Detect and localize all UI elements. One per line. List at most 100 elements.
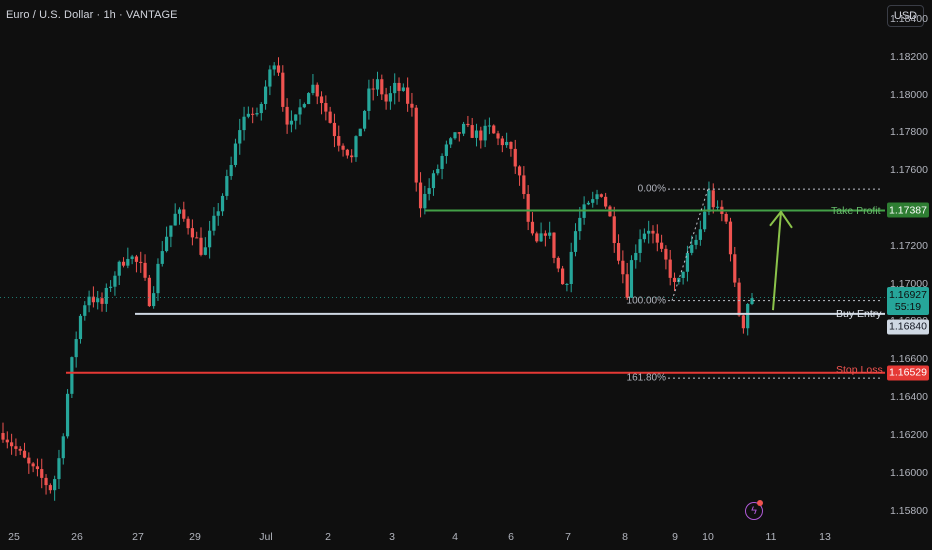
candle-body [354, 136, 358, 158]
candle-body [70, 357, 74, 394]
candle-body [276, 65, 281, 73]
price-tick-label: 1.17200 [890, 239, 928, 252]
candle-body [10, 442, 14, 447]
candle-body [104, 287, 108, 304]
candle-body [139, 261, 143, 263]
candle-body [526, 194, 530, 222]
candle-body [694, 239, 698, 245]
candle-body [134, 256, 139, 262]
candle-body [22, 450, 27, 458]
price-tick-label: 1.16000 [890, 466, 928, 479]
buy-entry-price-tag: 1.16840 [887, 319, 929, 335]
candle-body [496, 133, 500, 139]
price-tick-label: 1.17800 [890, 126, 928, 139]
candle-body [578, 217, 582, 232]
candle-body [169, 225, 173, 237]
time-tick-label: 2 [325, 531, 331, 543]
price-tick-label: 1.16400 [890, 391, 928, 404]
candle-body [638, 239, 642, 253]
candle-body [345, 149, 349, 156]
candle-body [509, 141, 513, 149]
candle-body [199, 237, 203, 255]
notification-dot [757, 500, 763, 506]
candle-body [57, 458, 61, 480]
candle-body [337, 136, 341, 146]
candle-body [724, 213, 728, 222]
symbol-title[interactable]: Euro / U.S. Dollar · 1h · VANTAGE [6, 9, 178, 21]
candle-body [220, 195, 225, 212]
take-profit-label: Take Profit [831, 205, 881, 217]
candle-body [552, 232, 556, 258]
candle-body [737, 282, 741, 316]
candle-body [27, 457, 31, 464]
candle-body [44, 477, 48, 486]
time-tick-label: 9 [672, 531, 678, 543]
candle-body [595, 194, 599, 200]
candle-body [164, 236, 169, 252]
candle-body [367, 88, 371, 111]
candle-body [53, 479, 57, 491]
candle-body [87, 296, 91, 306]
candle-body [569, 251, 573, 284]
candle-body [319, 96, 324, 104]
time-tick-label: 8 [622, 531, 628, 543]
candle-body [182, 209, 186, 219]
lightning-icon[interactable]: ϟ [745, 502, 763, 520]
candle-body [74, 339, 78, 358]
time-tick-label: 6 [508, 531, 514, 543]
candle-body [479, 130, 483, 141]
candle-body [147, 277, 151, 307]
candle-body [487, 125, 492, 127]
candle-body [130, 256, 134, 259]
candle-body [100, 298, 104, 304]
candle-body [625, 274, 629, 298]
candle-body [61, 436, 65, 459]
candle-body [121, 261, 126, 266]
candle-countdown: 55:19 [894, 301, 922, 314]
candle-body [685, 252, 690, 272]
candle-body [427, 188, 431, 194]
candle-body [156, 263, 160, 294]
candle-body [31, 463, 35, 467]
time-tick-label: Jul [259, 531, 273, 543]
candle-body [281, 72, 285, 107]
currency-button[interactable]: USD [887, 5, 924, 27]
fib-level-label: 161.80% [626, 372, 666, 384]
candle-body [660, 242, 664, 249]
candle-body [703, 211, 707, 230]
candle-body [268, 69, 272, 87]
candle-body [350, 155, 354, 158]
candle-body [457, 132, 461, 134]
candle-body [298, 107, 302, 115]
price-tick-label: 1.17600 [890, 164, 928, 177]
candle-body [449, 138, 453, 145]
candle-body [48, 485, 52, 491]
candle-body [492, 125, 496, 134]
candle-body [707, 190, 711, 212]
candle-body [126, 258, 130, 266]
candle-body [565, 283, 569, 285]
candle-body [530, 221, 535, 234]
time-tick-label: 10 [702, 531, 714, 543]
candle-body [113, 275, 117, 287]
candle-body [109, 286, 113, 288]
fib-trend-line [671, 188, 709, 301]
candle-body [573, 231, 578, 252]
candle-body [629, 260, 634, 298]
candle-body [263, 86, 268, 104]
candle-body [380, 79, 384, 95]
target-arrow-shaft [772, 211, 782, 311]
candle-body [586, 202, 591, 205]
candle-body [548, 232, 552, 236]
candle-body [173, 213, 177, 226]
current-price-value: 1.16927 [889, 289, 927, 302]
candle-body [255, 113, 259, 115]
candle-body [362, 110, 367, 129]
candle-body [117, 261, 121, 276]
stop-loss-label: Stop Loss [836, 364, 883, 376]
candle-body [393, 82, 397, 94]
price-tick-label: 1.16200 [890, 428, 928, 441]
candle-body [225, 176, 229, 196]
